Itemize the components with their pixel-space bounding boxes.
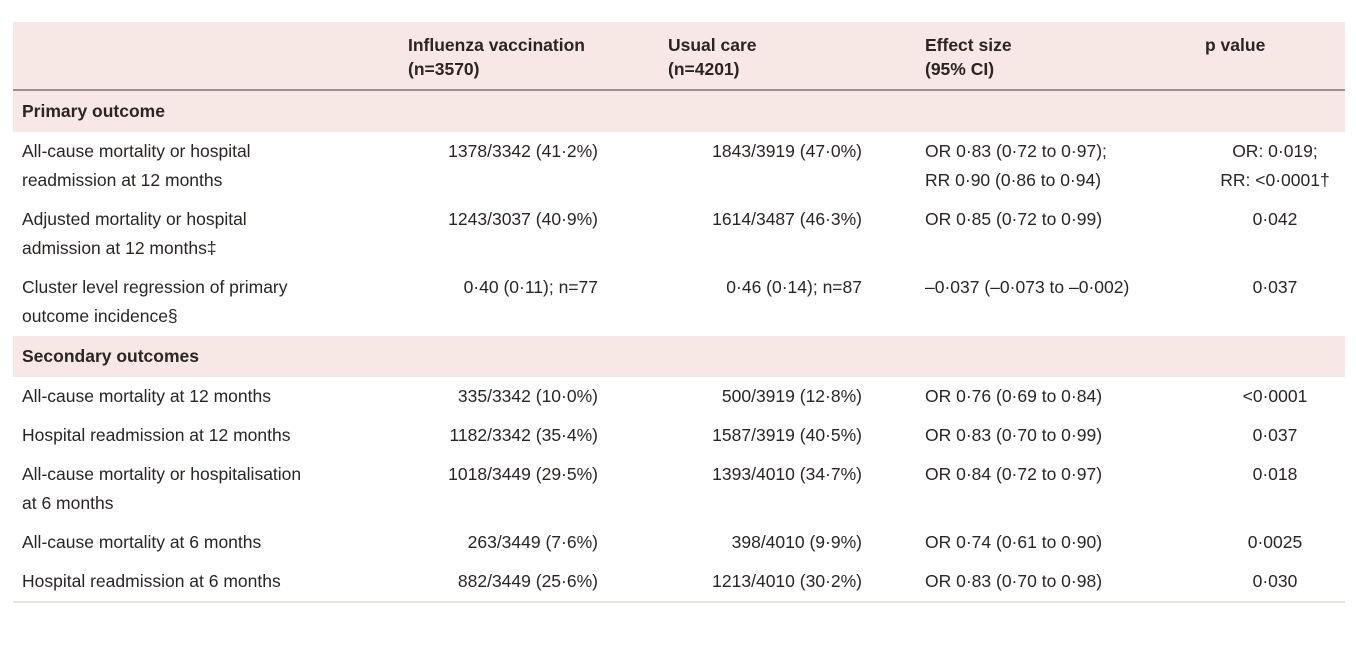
p-value-cell: 0·018 <box>1252 464 1298 484</box>
effect-size-cell: OR 0·83 (0·70 to 0·99) <box>925 425 1103 445</box>
vaccination-cell: 882/3449 (25·6%) <box>457 571 598 591</box>
vaccination-cell: 335/3342 (10·0%) <box>457 386 598 406</box>
p-value-cell: OR: 0·019; RR: <0·0001† <box>1220 141 1330 190</box>
p-value-cell: 0·042 <box>1252 209 1298 229</box>
row-label: All-cause mortality or hospital readmiss… <box>22 141 251 190</box>
table-row: Adjusted mortality or hospital admission… <box>13 200 1345 268</box>
row-label: All-cause mortality at 12 months <box>22 386 271 406</box>
usual-care-cell: 1213/4010 (30·2%) <box>712 571 862 591</box>
usual-care-cell: 0·46 (0·14); n=87 <box>726 277 862 297</box>
p-value-cell: <0·0001 <box>1242 386 1308 406</box>
row-label: Cluster level regression of primary outc… <box>22 277 288 326</box>
table-row: All-cause mortality or hospitalisation a… <box>13 455 1345 523</box>
row-label: Hospital readmission at 12 months <box>22 425 291 445</box>
table-row: Hospital readmission at 6 months 882/344… <box>13 562 1345 601</box>
vaccination-cell: 1018/3449 (29·5%) <box>448 464 598 484</box>
usual-care-cell: 1587/3919 (40·5%) <box>712 425 862 445</box>
p-value-cell: 0·0025 <box>1247 532 1303 552</box>
usual-care-cell: 500/3919 (12·8%) <box>721 386 862 406</box>
section-title: Secondary outcomes <box>22 346 199 366</box>
table-row: Cluster level regression of primary outc… <box>13 268 1345 336</box>
effect-size-cell: –0·037 (–0·073 to –0·002) <box>925 277 1130 297</box>
p-value-cell: 0·037 <box>1252 425 1298 445</box>
table-row: All-cause mortality at 6 months 263/3449… <box>13 523 1345 562</box>
section-title: Primary outcome <box>22 101 165 121</box>
effect-size-cell: OR 0·85 (0·72 to 0·99) <box>925 209 1103 229</box>
outcomes-table: Influenza vaccination (n=3570) Usual car… <box>13 22 1345 603</box>
p-value-cell: 0·037 <box>1252 277 1298 297</box>
row-label: Hospital readmission at 6 months <box>22 571 281 591</box>
row-label: Adjusted mortality or hospital admission… <box>22 209 247 258</box>
column-header-vaccination: Influenza vaccination (n=3570) <box>408 35 585 79</box>
row-label: All-cause mortality or hospitalisation a… <box>22 464 302 513</box>
effect-size-cell: OR 0·83 (0·70 to 0·98) <box>925 571 1103 591</box>
effect-size-cell: OR 0·84 (0·72 to 0·97) <box>925 464 1103 484</box>
usual-care-cell: 1393/4010 (34·7%) <box>712 464 862 484</box>
vaccination-cell: 1182/3342 (35·4%) <box>449 425 598 445</box>
table-row: All-cause mortality or hospital readmiss… <box>13 132 1345 200</box>
table-header-row: Influenza vaccination (n=3570) Usual car… <box>13 22 1345 91</box>
vaccination-cell: 1378/3342 (41·2%) <box>448 141 598 161</box>
table-row: All-cause mortality at 12 months 335/334… <box>13 377 1345 416</box>
usual-care-cell: 1614/3487 (46·3%) <box>712 209 862 229</box>
vaccination-cell: 1243/3037 (40·9%) <box>448 209 598 229</box>
column-header-usual-care: Usual care (n=4201) <box>668 35 757 79</box>
vaccination-cell: 0·40 (0·11); n=77 <box>463 277 598 297</box>
section-header-primary-outcome: Primary outcome <box>13 91 1345 132</box>
row-label: All-cause mortality at 6 months <box>22 532 262 552</box>
column-header-effect-size: Effect size (95% CI) <box>925 35 1012 79</box>
usual-care-cell: 1843/3919 (47·0%) <box>712 141 862 161</box>
usual-care-cell: 398/4010 (9·9%) <box>731 532 862 552</box>
effect-size-cell: OR 0·76 (0·69 to 0·84) <box>925 386 1103 406</box>
effect-size-cell: OR 0·83 (0·72 to 0·97); RR 0·90 (0·86 to… <box>925 141 1107 190</box>
effect-size-cell: OR 0·74 (0·61 to 0·90) <box>925 532 1103 552</box>
section-header-secondary-outcomes: Secondary outcomes <box>13 336 1345 377</box>
p-value-cell: 0·030 <box>1252 571 1298 591</box>
column-header-p-value: p value <box>1205 35 1266 55</box>
vaccination-cell: 263/3449 (7·6%) <box>467 532 598 552</box>
table-row: Hospital readmission at 12 months 1182/3… <box>13 416 1345 455</box>
